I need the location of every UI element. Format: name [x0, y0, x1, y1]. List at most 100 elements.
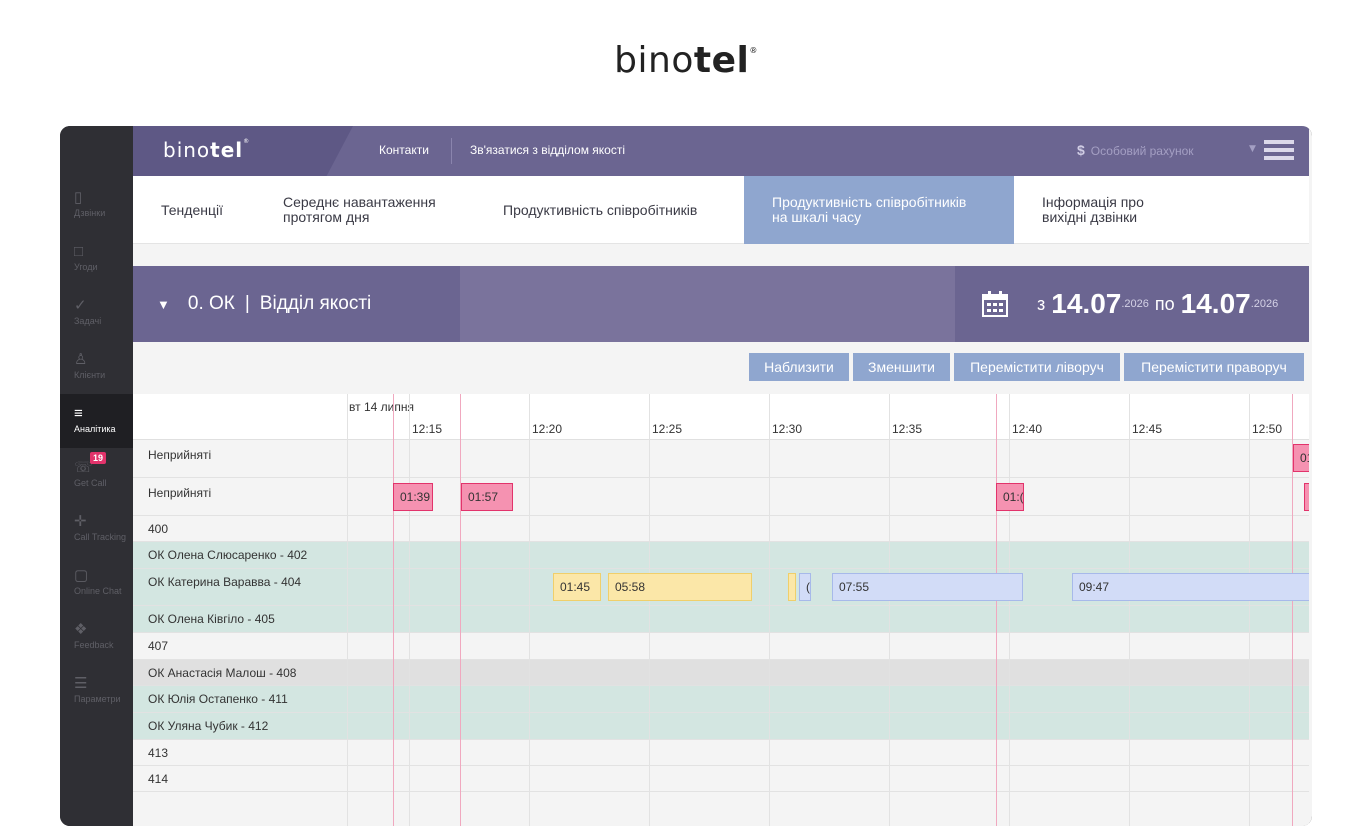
sidebar-item-2[interactable]: ✓ Задачі — [60, 286, 133, 340]
feedback-icon: ❖ — [74, 621, 88, 638]
missed-call-block[interactable]: 01:( — [996, 483, 1024, 511]
tab-label: Тенденції — [161, 201, 223, 218]
call-block[interactable]: 07:55 — [832, 573, 1023, 601]
topbar-divider — [451, 138, 452, 164]
filter-bar: ▼ 0. ОК | Відділ якості з 14.07 .2026 по — [133, 266, 1309, 342]
time-tick: 12:40 — [1012, 422, 1043, 436]
tab-employee-productivity[interactable]: Продуктивність співробітників — [503, 176, 743, 244]
sidebar-item-label: Аналітика — [74, 424, 116, 434]
missed-call-block[interactable]: 01 — [1293, 444, 1309, 472]
timeline-row: 413 — [133, 740, 1309, 766]
grid-line — [529, 394, 530, 826]
zoom-in-button[interactable]: Наблизити — [749, 353, 849, 381]
move-right-button[interactable]: Перемістити праворуч — [1124, 353, 1304, 381]
tab-label: Продуктивність співробітників — [503, 201, 698, 218]
deal-icon: □ — [74, 243, 84, 260]
analytics-icon: ≡ — [74, 405, 83, 422]
zoom-out-button[interactable]: Зменшити — [853, 353, 950, 381]
sidebar-item-label: Клієнти — [74, 370, 106, 380]
notification-badge: 19 — [90, 452, 107, 464]
department-code: 0. ОК — [187, 293, 235, 314]
call-block[interactable] — [788, 573, 796, 601]
top-bar: binotel® Контакти Зв'язатися з відділом … — [133, 126, 1309, 176]
timeline-row: ОК Олена Слюсаренко - 402 — [133, 542, 1309, 569]
date-range-picker[interactable]: з 14.07 .2026 по 14.07 .2026 — [955, 266, 1309, 342]
sidebar-item-8[interactable]: ❖ Feedback — [60, 610, 133, 664]
hamburger-icon[interactable] — [1264, 140, 1294, 162]
time-tick: 12:15 — [412, 422, 443, 436]
sidebar-item-label: Get Call — [74, 478, 107, 488]
date-from: 14.07 — [1051, 288, 1122, 319]
main-area: binotel® Контакти Зв'язатися з відділом … — [133, 126, 1312, 826]
registered-mark: ® — [749, 46, 758, 55]
app-logo[interactable]: binotel® — [163, 138, 250, 162]
call-block[interactable]: 09:47 — [1072, 573, 1309, 601]
sidebar-item-3[interactable]: ♙ Клієнти — [60, 340, 133, 394]
binotel-logo: binotel® — [0, 40, 1372, 81]
timeline-row: ОК Анастасія Малош - 408 — [133, 660, 1309, 686]
quality-link[interactable]: Зв'язатися з відділом якості — [470, 143, 626, 157]
tab-label: на шкалі часу — [772, 209, 862, 225]
date-from-year: .2026 — [1121, 298, 1149, 310]
call-block[interactable]: 01:45 — [553, 573, 601, 601]
marker-line — [1292, 394, 1293, 826]
sidebar: ▯ Дзвінки □ Угоди ✓ Задачі ♙ Клієнти ≡ Аналітика ☏… — [60, 126, 133, 826]
account-link[interactable]: $ Особовий рахунок — [1077, 142, 1194, 158]
tab-label: Інформація про — [1042, 194, 1144, 210]
time-tick: 12:25 — [652, 422, 683, 436]
call-block[interactable]: 05:58 — [608, 573, 752, 601]
department-select[interactable]: ▼ 0. ОК | Відділ якості — [133, 266, 460, 342]
tab-average-load[interactable]: Середнє навантаження протягом дня — [283, 176, 483, 244]
missed-call-block[interactable]: 01:39 — [393, 483, 433, 511]
logo-text-light: bino — [614, 40, 694, 81]
sidebar-item-9[interactable]: ☰ Параметри — [60, 664, 133, 718]
move-left-button[interactable]: Перемістити ліворуч — [954, 353, 1120, 381]
tab-label: Продуктивність співробітників — [772, 194, 967, 210]
sidebar-item-5[interactable]: ☏ Get Call 19 — [60, 448, 133, 502]
sidebar-item-0[interactable]: ▯ Дзвінки — [60, 178, 133, 232]
call-block[interactable]: ( — [799, 573, 811, 601]
timeline-row: Неприйняті — [133, 440, 1309, 478]
date-to-word: по — [1154, 293, 1175, 314]
caret-down-icon[interactable]: ▼ — [1249, 144, 1256, 154]
missed-call-block[interactable]: 01:57 — [461, 483, 513, 511]
row-label: ОК Уляна Чубик - 412 — [148, 719, 269, 733]
marker-line — [460, 394, 461, 826]
sidebar-item-label: Дзвінки — [74, 208, 106, 218]
sidebar-item-1[interactable]: □ Угоди — [60, 232, 133, 286]
time-tick: 12:45 — [1132, 422, 1163, 436]
row-label: ОК Олена Ківгіло - 405 — [148, 612, 275, 626]
timeline-controls: Наблизити Зменшити Перемістити ліворуч П… — [133, 342, 1309, 394]
sidebar-item-6[interactable]: ✛ Call Tracking — [60, 502, 133, 556]
tab-label: протягом дня — [283, 209, 370, 225]
department-name: Відділ якості — [259, 293, 372, 314]
grid-line — [347, 394, 348, 826]
tab-trends[interactable]: Тенденції — [161, 176, 271, 244]
timeline-grid: вт 14 липня 12:15 12:20 12:25 12:30 12:35 12:… — [133, 394, 1309, 826]
row-label: ОК Катерина Варавва - 404 — [148, 575, 302, 589]
sidebar-item-label: Call Tracking — [74, 532, 127, 542]
timeline-date: вт 14 липня — [349, 400, 414, 414]
app-logo-bold: tel — [210, 138, 244, 162]
grid-line — [769, 394, 770, 826]
logo-text-bold: tel — [693, 40, 750, 81]
marker-line — [996, 394, 997, 826]
grid-line — [649, 394, 650, 826]
chat-icon: ▢ — [74, 567, 89, 584]
row-label: 414 — [148, 772, 169, 786]
calendar-icon — [982, 291, 1008, 317]
dollar-icon: $ — [1077, 142, 1085, 158]
tab-productivity-timeline[interactable]: Продуктивність співробітників на шкалі ча… — [744, 176, 1014, 244]
timeline-row: ОК Юлія Остапенко - 411 — [133, 686, 1309, 713]
sidebar-item-4[interactable]: ≡ Аналітика — [60, 394, 133, 448]
grid-line — [1129, 394, 1130, 826]
sidebar-item-7[interactable]: ▢ Online Chat — [60, 556, 133, 610]
row-label: 400 — [148, 522, 169, 536]
contacts-link[interactable]: Контакти — [379, 143, 429, 157]
row-label: 413 — [148, 746, 169, 760]
missed-call-block[interactable] — [1304, 483, 1309, 511]
timeline-header: вт 14 липня 12:15 12:20 12:25 12:30 12:35 12:… — [133, 394, 1309, 440]
checkmark-icon: ✓ — [74, 297, 87, 314]
get-call-icon: ☏ — [74, 459, 93, 476]
tab-outgoing-calls[interactable]: Інформація про вихідні дзвінки — [1042, 176, 1242, 244]
